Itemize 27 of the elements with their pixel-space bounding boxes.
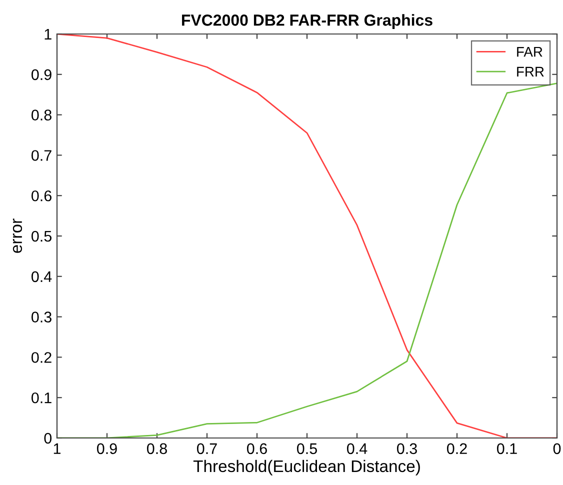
x-tick-label: 0.5 bbox=[296, 443, 317, 454]
x-tick-label: 0.2 bbox=[446, 443, 467, 454]
y-tick-label: 0.1 bbox=[32, 392, 52, 404]
x-tick-label: 0 bbox=[553, 443, 561, 454]
x-axis-title: Threshold(Euclidean Distance) bbox=[193, 460, 420, 476]
x-tick-label: 0.3 bbox=[396, 443, 417, 454]
y-tick-label: 0.9 bbox=[32, 69, 52, 80]
y-tick-label: 0.2 bbox=[32, 352, 52, 363]
x-tick-label: 0.6 bbox=[246, 443, 267, 454]
y-tick-label: 0.3 bbox=[32, 312, 52, 322]
x-tick-label: 0.8 bbox=[146, 443, 167, 454]
x-tick-label: 0.1 bbox=[496, 443, 517, 454]
y-tick-label: 1 bbox=[44, 29, 52, 40]
chart-title: FVC2000 DB2 FAR-FRR Graphics bbox=[182, 14, 432, 29]
x-tick-label: 0.7 bbox=[196, 443, 217, 454]
x-tick-label: 0.9 bbox=[96, 443, 117, 454]
y-tick-label: 0.7 bbox=[32, 150, 52, 161]
x-tick-label: 1 bbox=[54, 443, 61, 454]
y-tick-label: 0.4 bbox=[32, 271, 52, 282]
y-tick-label: 0.5 bbox=[32, 230, 52, 242]
legend-label: FRR bbox=[517, 66, 544, 76]
y-tick-label: 0.6 bbox=[32, 190, 52, 202]
y-tick-label: 0.8 bbox=[32, 110, 52, 120]
x-tick-label: 0.4 bbox=[346, 443, 368, 454]
y-axis-title: error bbox=[12, 218, 22, 253]
y-tick-label: 0 bbox=[44, 432, 52, 444]
legend-label: FAR bbox=[517, 47, 542, 57]
